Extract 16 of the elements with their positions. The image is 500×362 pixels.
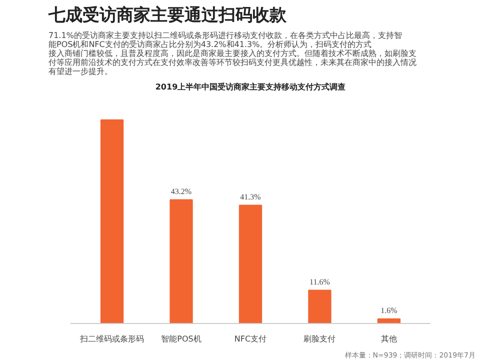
- x-tick-label: NFC支付: [234, 334, 267, 344]
- x-tick-label: 刷脸支付: [304, 334, 336, 344]
- bar: [238, 204, 262, 324]
- chart-subtitle: 2019上半年中国受访商家主要支持移动支付方式调查: [155, 82, 346, 92]
- data-label: 43.2%: [170, 186, 192, 196]
- data-label: 11.6%: [310, 277, 330, 286]
- x-tick-label: 其他: [380, 334, 397, 344]
- text: 71.1%的受访商家主要支持以扫二维码或条形码进行移动支付收款，在各类方式中占比最高，支持智能POS机和NFC支付的受访商家占比分别为43.2%和41.3%。分析师认为，扫码支付的方式接入商铺门槛较低，且普及程度高，因此是商家最主要接入的支付方式。但随着技术不断成熟，如刷脸支付等应用前沿技术的支付方式在支付效率改善等环节较扫码支付更具优越性，未来其在商家中的接入情况有望进一步提升。: [48, 31, 416, 76]
- x-tick-label: 扫二维码或条形码: [79, 334, 144, 344]
- data-label: 1.6%: [380, 306, 398, 315]
- data-label: 41.3%: [240, 192, 262, 202]
- x-tick-label: 智能POS机: [161, 334, 202, 344]
- chart-title: 七成受访商家主要通过扫码收款: [48, 6, 288, 26]
- bar: [308, 290, 332, 324]
- bar: [100, 119, 124, 324]
- bar: [170, 199, 193, 324]
